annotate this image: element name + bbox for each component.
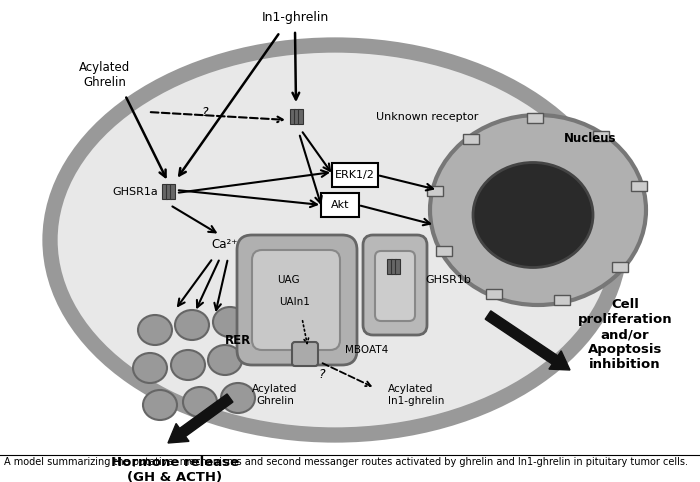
Text: Cell
proliferation
and/or
Apoptosis
inhibition: Cell proliferation and/or Apoptosis inhi…: [578, 298, 672, 372]
Text: GHSR1b: GHSR1b: [425, 275, 471, 285]
Text: Acylated
Ghrelin: Acylated Ghrelin: [79, 61, 131, 89]
FancyBboxPatch shape: [363, 235, 427, 335]
FancyBboxPatch shape: [252, 250, 340, 350]
FancyBboxPatch shape: [631, 181, 648, 191]
Ellipse shape: [208, 345, 242, 375]
Text: Unknown receptor: Unknown receptor: [376, 112, 478, 122]
FancyArrow shape: [168, 394, 233, 443]
Text: In1-ghrelin: In1-ghrelin: [261, 12, 328, 25]
FancyBboxPatch shape: [612, 262, 628, 272]
Ellipse shape: [430, 115, 646, 305]
Text: RER: RER: [225, 334, 251, 347]
FancyBboxPatch shape: [593, 131, 608, 141]
FancyBboxPatch shape: [554, 295, 570, 305]
Ellipse shape: [221, 383, 255, 413]
Ellipse shape: [213, 307, 247, 337]
FancyArrow shape: [485, 311, 570, 370]
Text: Acylated
In1-ghrelin: Acylated In1-ghrelin: [388, 384, 444, 406]
FancyBboxPatch shape: [332, 163, 378, 187]
FancyBboxPatch shape: [527, 113, 543, 123]
FancyBboxPatch shape: [463, 134, 479, 145]
FancyBboxPatch shape: [237, 235, 357, 365]
Ellipse shape: [473, 162, 593, 268]
Ellipse shape: [133, 353, 167, 383]
Text: Hormone release
(GH & ACTH): Hormone release (GH & ACTH): [111, 456, 239, 482]
Ellipse shape: [143, 390, 177, 420]
Ellipse shape: [175, 310, 209, 340]
Ellipse shape: [183, 387, 217, 417]
Text: UAG: UAG: [276, 275, 300, 285]
Ellipse shape: [50, 45, 620, 435]
FancyBboxPatch shape: [391, 258, 395, 273]
FancyBboxPatch shape: [436, 246, 452, 256]
FancyBboxPatch shape: [428, 187, 443, 196]
Text: MBOAT4: MBOAT4: [345, 345, 389, 355]
Text: ERK1/2: ERK1/2: [335, 170, 375, 180]
FancyBboxPatch shape: [486, 289, 502, 298]
Text: ?: ?: [202, 106, 209, 119]
Text: UAIn1: UAIn1: [279, 297, 310, 307]
Text: Ca²⁺: Ca²⁺: [212, 239, 238, 252]
FancyBboxPatch shape: [298, 108, 302, 123]
Ellipse shape: [138, 315, 172, 345]
Text: A model summarizing the putative  mechanisms and second messanger routes activat: A model summarizing the putative mechani…: [4, 457, 688, 467]
FancyBboxPatch shape: [395, 258, 400, 273]
FancyBboxPatch shape: [169, 184, 174, 199]
FancyBboxPatch shape: [375, 251, 415, 321]
FancyBboxPatch shape: [321, 193, 359, 217]
FancyBboxPatch shape: [386, 258, 391, 273]
Text: ?: ?: [318, 369, 326, 381]
Ellipse shape: [171, 350, 205, 380]
Text: Nucleus: Nucleus: [564, 132, 616, 145]
Text: GHSR1a: GHSR1a: [112, 187, 158, 197]
FancyBboxPatch shape: [293, 108, 298, 123]
FancyBboxPatch shape: [165, 184, 171, 199]
FancyBboxPatch shape: [292, 342, 318, 366]
FancyBboxPatch shape: [162, 184, 167, 199]
Text: Acylated
Ghrelin: Acylated Ghrelin: [252, 384, 298, 406]
FancyBboxPatch shape: [290, 108, 295, 123]
Text: Akt: Akt: [330, 200, 349, 210]
